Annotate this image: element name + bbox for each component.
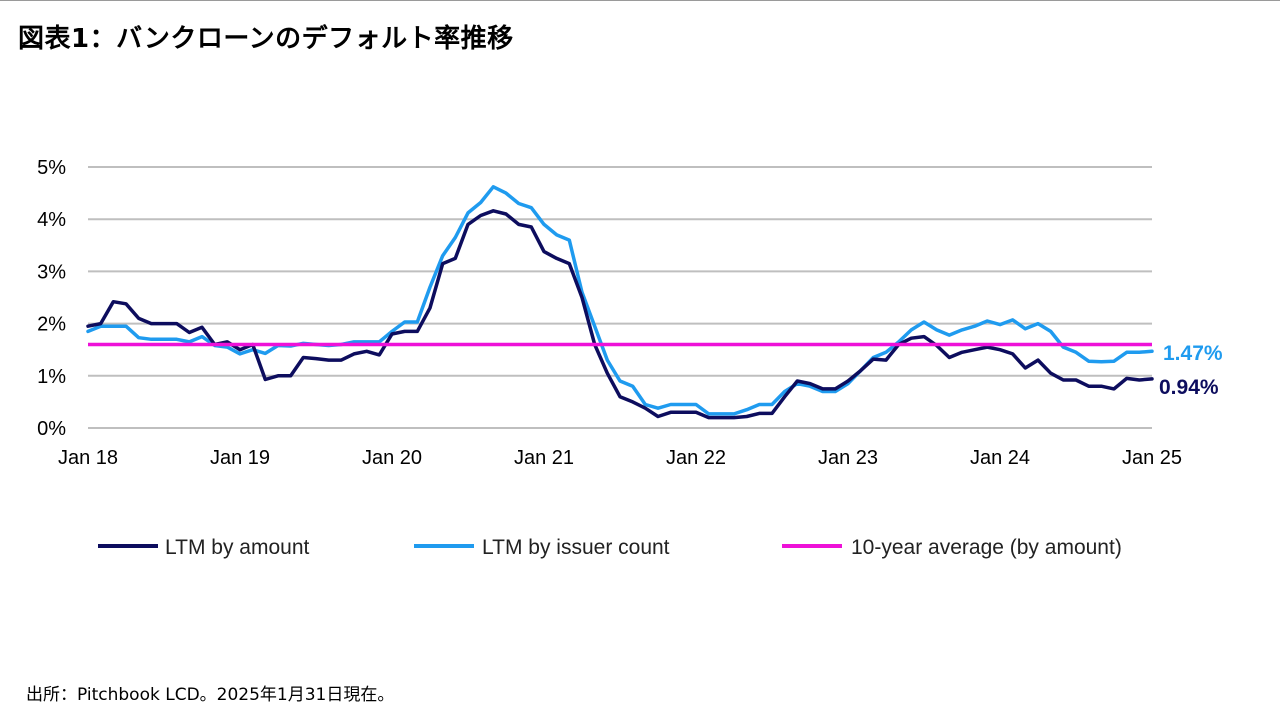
- default-rate-chart: 0%1%2%3%4%5% Jan 18 Jan 19 Jan 20 Jan 21 Jan…: [37, 157, 1223, 559]
- chart-series: [86, 185, 1154, 420]
- legend-label-ltm-by-amount: LTM by amount: [165, 536, 309, 559]
- x-tick-label: Jan 24: [970, 447, 1030, 469]
- chart-legend: LTM by amount LTM by issuer count 10-year …: [98, 536, 1122, 559]
- y-tick-label: 4%: [37, 209, 66, 231]
- chart-gridlines: [88, 166, 1152, 429]
- x-tick-label: Jan 20: [362, 447, 422, 469]
- legend-label-ltm-by-issuer-count: LTM by issuer count: [482, 536, 670, 559]
- series-line-ltm-by-issuer-count: [86, 185, 1154, 416]
- y-axis-tick-labels: 0% 1% 2% 3% 4% 5%: [37, 157, 66, 440]
- y-tick-label: 2%: [37, 314, 66, 336]
- source-note: 出所：Pitchbook LCD。2025年1月31日現在。: [26, 685, 395, 705]
- page-title: 図表1：バンクローンのデフォルト率推移: [18, 24, 514, 54]
- y-tick-label: 5%: [37, 157, 66, 179]
- end-label-ltm-by-amount: 0.94%: [1159, 376, 1219, 399]
- end-label-ltm-by-issuer-count: 1.47%: [1163, 342, 1223, 365]
- x-tick-label: Jan 21: [514, 447, 574, 469]
- x-axis-tick-labels: Jan 18 Jan 19 Jan 20 Jan 21 Jan 22 Jan 23 Jan …: [58, 447, 1182, 469]
- x-tick-label: Jan 19: [210, 447, 270, 469]
- x-tick-label: Jan 22: [666, 447, 726, 469]
- x-tick-label: Jan 23: [818, 447, 878, 469]
- series-end-labels: 0.94% 1.47%: [1159, 342, 1223, 399]
- top-divider: [0, 0, 1280, 1]
- x-tick-label: Jan 25: [1122, 447, 1182, 469]
- x-tick-label: Jan 18: [58, 447, 118, 469]
- series-line-ltm-by-amount: [86, 209, 1154, 420]
- legend-label-10-year-average-by-amount: 10-year average (by amount): [851, 536, 1122, 559]
- y-tick-label: 0%: [37, 418, 66, 440]
- y-tick-label: 3%: [37, 261, 66, 283]
- y-tick-label: 1%: [37, 366, 66, 388]
